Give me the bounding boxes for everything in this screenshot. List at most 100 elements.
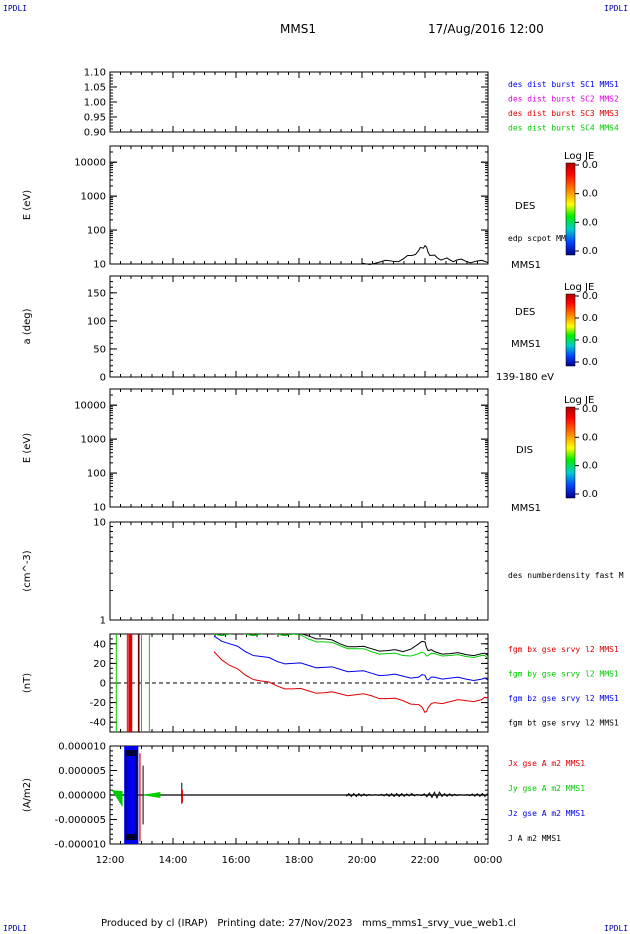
panel-frame: [109, 521, 489, 621]
panel-dist: 1.10 1.05 1.00 0.95 0.90: [84, 68, 489, 139]
panel-right-label: DES: [515, 201, 535, 212]
panel-right-label: MMS1: [511, 503, 541, 514]
corner-label-top-left: IPDLI: [3, 4, 28, 13]
panel-right-label: DES: [515, 307, 535, 318]
panel-des_energy: 10000 1000 100 10 E (eV): [22, 145, 489, 271]
corner-label-bottom-left: IPDLI: [3, 924, 28, 933]
blue-burst-inner: [126, 756, 136, 834]
y-tick-label: 1.00: [84, 98, 106, 109]
colorbar-title: Log JE: [564, 282, 594, 293]
legend-entry: Jy gse A m2 MMS1: [508, 784, 585, 793]
y-tick-label: 0.000000: [58, 791, 106, 802]
x-tick-label: 18:00: [285, 855, 314, 866]
y-tick-label: 150: [87, 288, 106, 299]
y-tick-label: -0.000010: [55, 840, 106, 851]
x-tick-label: 20:00: [348, 855, 377, 866]
colorbar-title: Log JE: [564, 151, 594, 162]
y-tick-label: 1.05: [84, 83, 106, 94]
legend-entry: Jx gse A m2 MMS1: [508, 759, 585, 768]
series-line-3: [213, 651, 488, 714]
y-tick-label: 0: [100, 373, 106, 384]
footer-credit: Produced by cl (IRAP) Printing date: 27/…: [101, 918, 516, 929]
y-tick-label: 0.000010: [58, 742, 106, 753]
panel-frame: [109, 388, 489, 508]
legend-entry: fgm bx gse srvy l2 MMS1: [508, 645, 619, 654]
panel-right-label: DIS: [516, 445, 533, 456]
y-tick-label: 10: [93, 260, 106, 271]
colorbar-tick-label: 0.0: [582, 189, 598, 200]
legend-entry: fgm bz gse srvy l2 MMS1: [508, 694, 619, 703]
green-burst: [111, 790, 123, 808]
colorbar-tick-label: 0.0: [582, 432, 598, 443]
panel-right-label: 139-180 eV: [496, 372, 554, 383]
colorbar-tick-label: 0.0: [582, 357, 598, 368]
y-tick-label: 0.90: [84, 128, 106, 139]
y-axis-label: (A/m2): [22, 778, 33, 812]
y-tick-label: 1: [100, 616, 106, 627]
colorbar-tick-label: 0.0: [582, 313, 598, 324]
spike-band: [128, 634, 133, 732]
x-tick-label: 00:00: [474, 855, 503, 866]
series-line-2: [213, 635, 488, 682]
spacecraft-title: MMS1: [280, 22, 316, 36]
y-axis-label: (cm^-3): [22, 550, 33, 591]
bfield-traces: [115, 634, 488, 732]
green-decay: [141, 792, 161, 798]
colorbar-tick-label: 0.0: [582, 217, 598, 228]
y-tick-label: 10: [93, 503, 106, 514]
colorbar-gradient: [565, 293, 576, 367]
x-tick-label: 12:00: [96, 855, 125, 866]
y-tick-label: 100: [87, 316, 106, 327]
corner-label-bottom-right: IPDLI: [604, 924, 629, 933]
series-line-0: [213, 634, 488, 657]
y-tick-label: 1000: [81, 435, 106, 446]
panel-frame: [109, 275, 489, 378]
y-axis-label: E (eV): [22, 190, 33, 220]
legend-entry: J A m2 MMS1: [508, 834, 561, 843]
panel-pitch: 150 100 50 0 a (deg): [22, 275, 489, 384]
colorbar-tick-label: 0.0: [582, 160, 598, 171]
legend-entry: des dist burst SC2 MMS2: [508, 95, 619, 104]
datetime-title: 17/Aug/2016 12:00: [428, 22, 544, 36]
legend-entry: fgm by gse srvy l2 MMS1: [508, 670, 619, 679]
y-axis-label: (nT): [22, 673, 33, 693]
y-tick-label: 10000: [74, 158, 106, 169]
panel-right-label: MMS1: [511, 260, 541, 271]
legend-entry: des numberdensity fast M: [508, 571, 624, 580]
colorbar-2: [565, 293, 579, 367]
panel-right-label: edp scpot MMS1: [508, 234, 576, 243]
y-tick-label: 10000: [74, 401, 106, 412]
x-tick-label: 16:00: [222, 855, 251, 866]
colorbar-title: Log JE: [564, 395, 594, 406]
colorbar-tick-label: 0.0: [582, 404, 598, 415]
x-tick-label: 14:00: [159, 855, 188, 866]
y-tick-label: 20: [93, 659, 106, 670]
panel-dis_energy: 10000 1000 100 10 E (eV): [22, 388, 489, 514]
legend-entry: des dist burst SC4 MMS4: [508, 124, 619, 133]
y-tick-label: 10: [93, 518, 106, 529]
y-axis-label: E (eV): [22, 433, 33, 463]
legend-entry: Jz gse A m2 MMS1: [508, 809, 585, 818]
y-axis-label: a (deg): [22, 308, 33, 344]
y-tick-label: 1000: [81, 192, 106, 203]
colorbar-1: [565, 162, 579, 256]
corner-label-top-right: IPDLI: [604, 4, 629, 13]
colorbar-gradient: [565, 162, 576, 256]
panel-right-label: MMS1: [511, 339, 541, 350]
current-traces: [111, 746, 488, 844]
colorbar-gradient: [565, 406, 576, 499]
y-tick-label: 0.95: [84, 113, 106, 124]
y-tick-label: 50: [93, 344, 106, 355]
legend-entry: des dist burst SC3 MMS3: [508, 109, 619, 118]
y-tick-label: 1.10: [84, 68, 106, 79]
colorbar-tick-label: 0.0: [582, 461, 598, 472]
panel-density: 10 1 (cm^-3): [22, 518, 489, 627]
y-tick-label: -40: [90, 718, 106, 729]
colorbar-tick-label: 0.0: [582, 335, 598, 346]
panel-frame: [109, 71, 489, 133]
y-tick-label: 0.000005: [58, 766, 106, 777]
y-tick-label: -0.000005: [55, 815, 106, 826]
colorbar-tick-label: 0.0: [582, 246, 598, 257]
legend-entry: des dist burst SC1 MMS1: [508, 80, 619, 89]
